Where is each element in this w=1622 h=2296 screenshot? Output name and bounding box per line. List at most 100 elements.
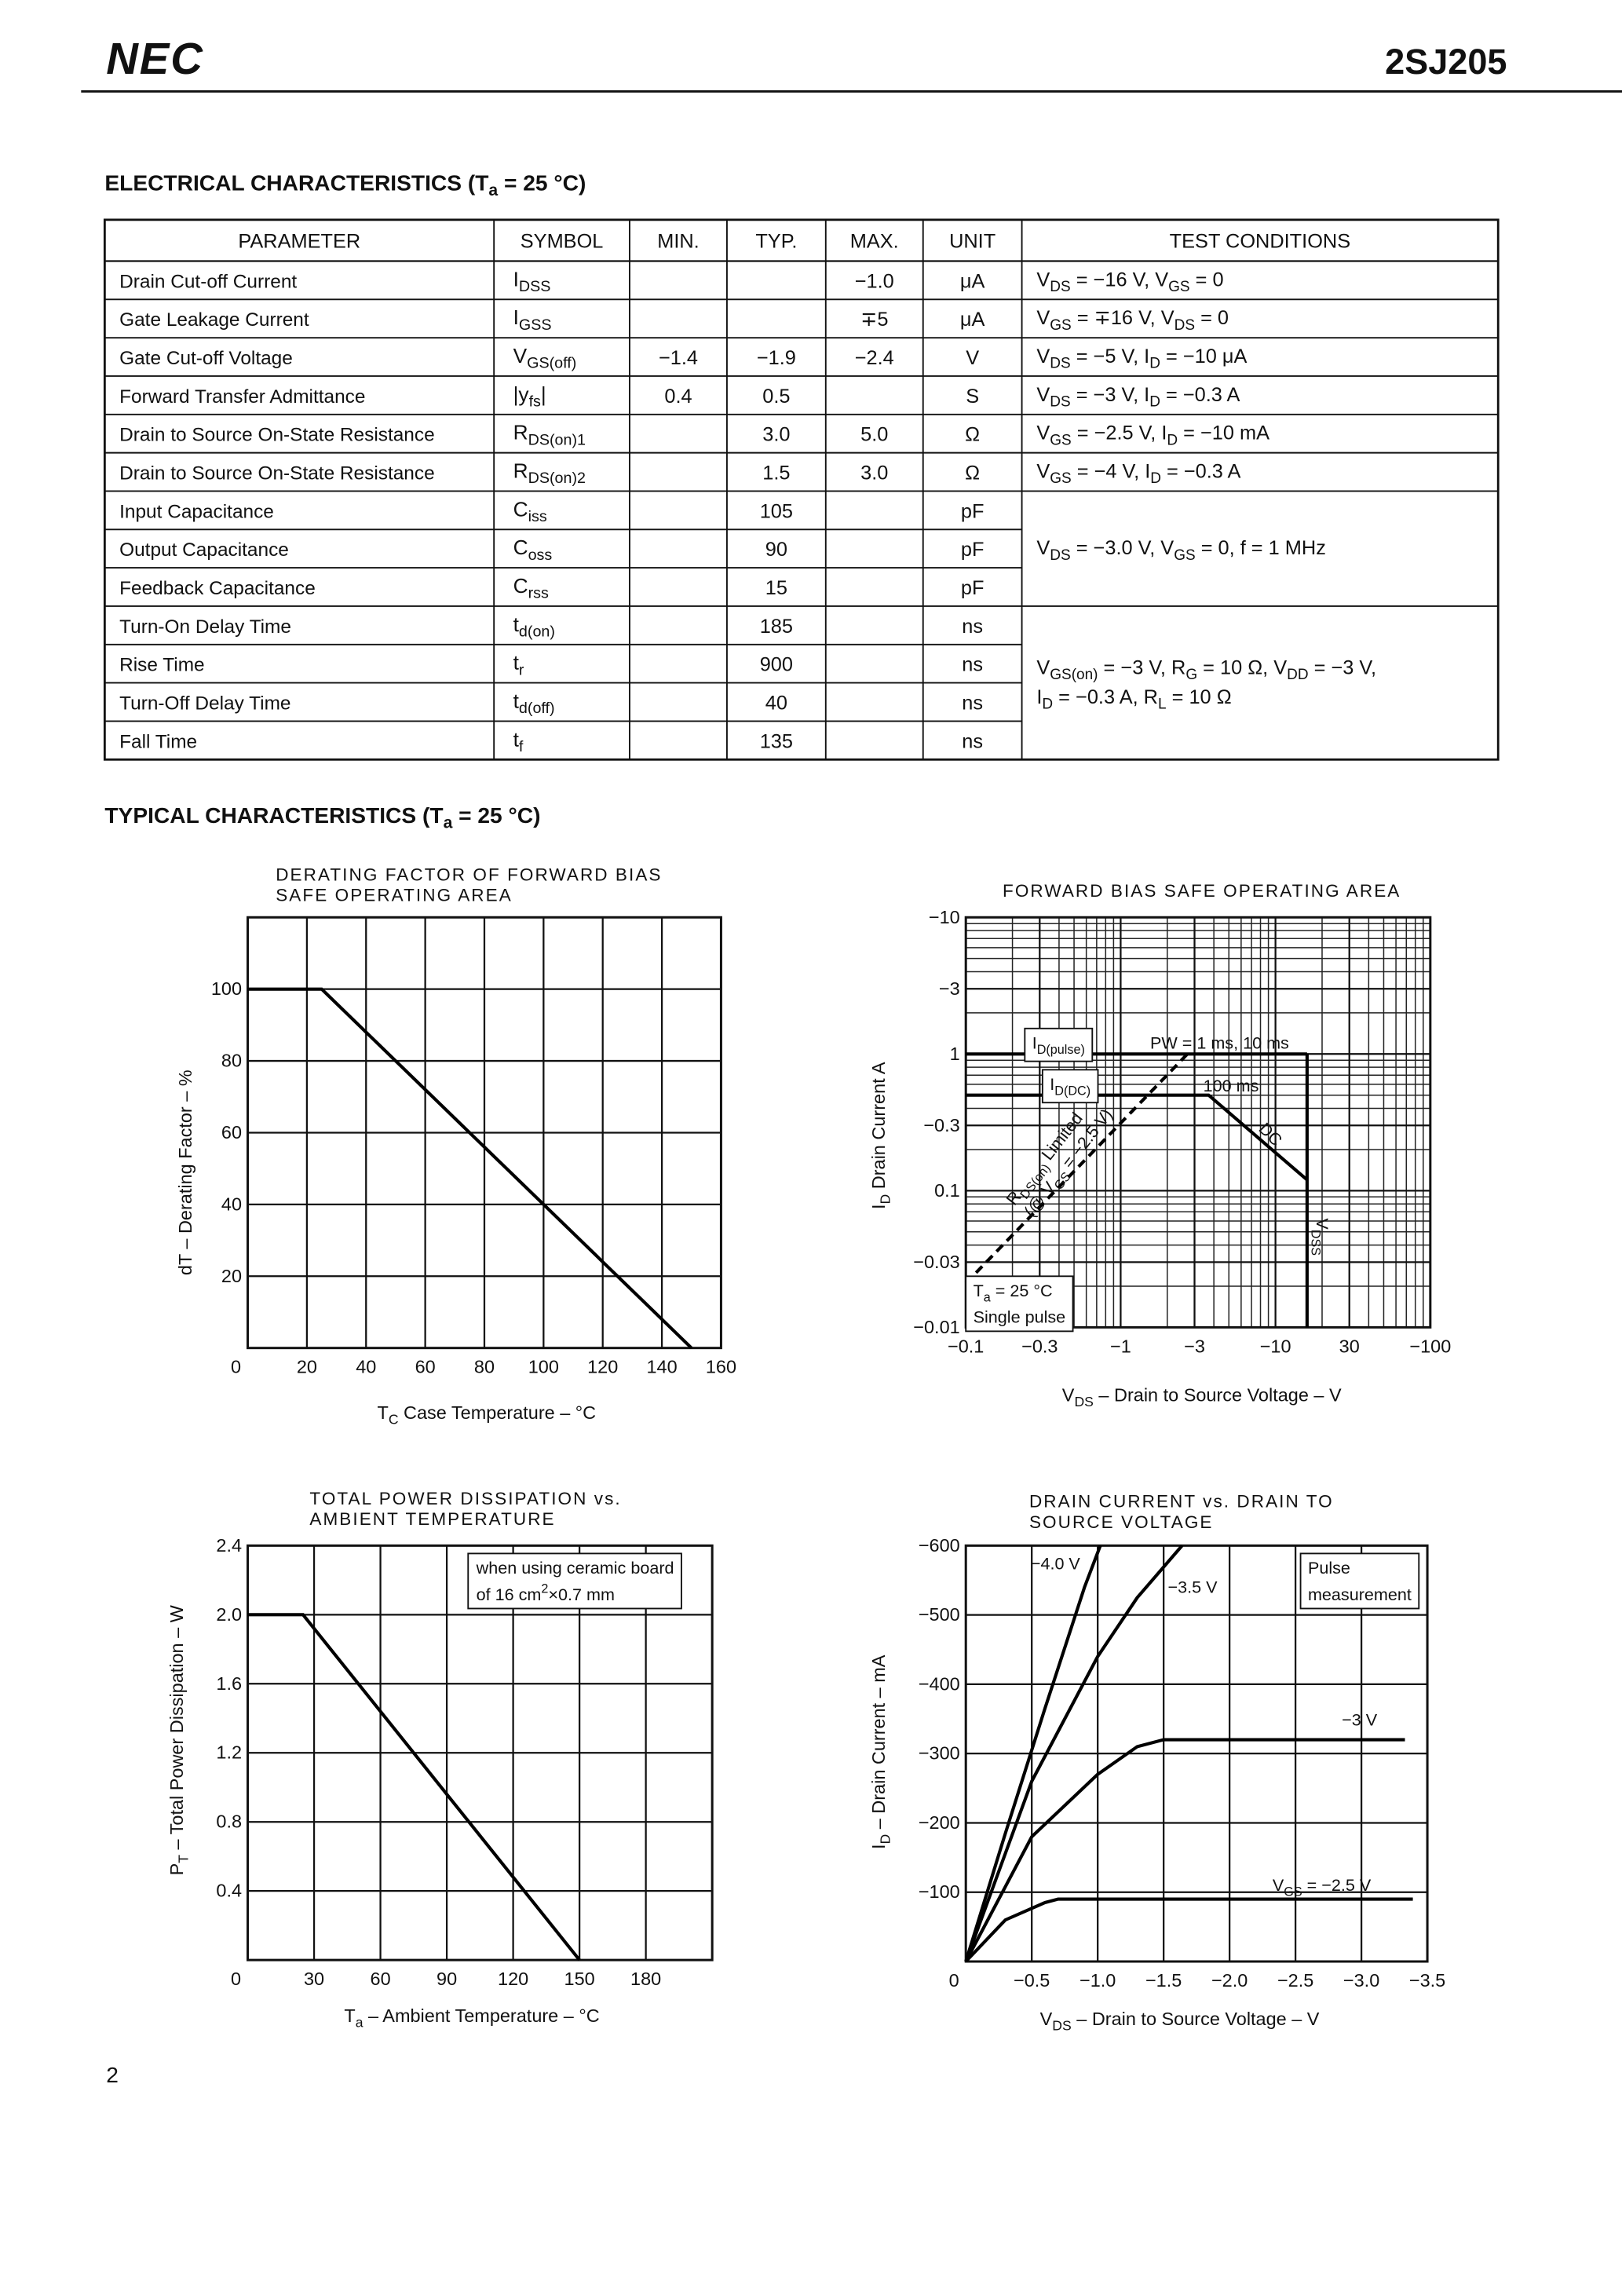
cell-unit: V: [966, 347, 979, 369]
x-tick-label: −3.5: [1409, 1970, 1445, 1991]
subscript: GS: [1168, 279, 1189, 295]
text-run: V: [1036, 461, 1050, 483]
y-tick-label: −0.3: [923, 1115, 959, 1135]
subscript: DSS: [519, 278, 551, 295]
text-run: C: [513, 497, 528, 521]
parameter: Turn-Off Delay Time: [119, 693, 290, 714]
text-run: I: [868, 1844, 889, 1850]
cell-typ: 0.5: [762, 386, 790, 408]
test-condition: ID = −0.3 A, RL = 10 Ω: [1036, 686, 1231, 713]
cell-max: −2.4: [855, 347, 894, 369]
x-tick-label: 40: [356, 1357, 376, 1377]
parameter: Drain to Source On-State Resistance: [119, 462, 435, 484]
y-tick-label: −3: [939, 978, 960, 999]
annotation: measurement: [1308, 1585, 1412, 1604]
y-tick-label: 2.4: [216, 1535, 242, 1556]
test-condition: VGS = ∓16 V, VDS = 0: [1036, 307, 1229, 334]
plot-frame: [247, 916, 722, 1350]
x-tick-label: 0: [231, 1357, 241, 1377]
x-tick-label: 60: [371, 1969, 391, 1989]
subscript: D(DC): [1054, 1084, 1090, 1099]
text-run: ×0.7 mm: [548, 1585, 615, 1604]
x-tick-label: −0.5: [1014, 1970, 1050, 1991]
y-tick-label: −600: [919, 1535, 960, 1556]
subscript: d(on): [519, 623, 555, 640]
y-axis-label: PT – Total Power Dissipation – W: [166, 1604, 192, 1875]
symbol: Crss: [513, 574, 549, 602]
subscript: DS: [1052, 2017, 1071, 2033]
annotation: when using ceramic board: [476, 1558, 674, 1578]
cell-unit: μA: [960, 309, 985, 331]
symbol: td(on): [513, 612, 555, 641]
text-run: I: [868, 1204, 889, 1209]
subscript: T: [175, 1855, 191, 1863]
annotation: Single pulse: [974, 1307, 1066, 1327]
text-run: DC: [1255, 1119, 1287, 1150]
subscript: DS(on)1: [528, 431, 586, 448]
text-run: −3 V: [1342, 1709, 1378, 1729]
subscript: DD: [1287, 667, 1308, 683]
y-tick-label: −10: [929, 907, 960, 927]
test-condition: VDS = −3.0 V, VGS = 0, f = 1 MHz: [1036, 537, 1326, 564]
x-tick-label: 30: [1339, 1336, 1360, 1356]
x-tick-label: −1: [1110, 1336, 1131, 1356]
parameter: Gate Cut-off Voltage: [119, 348, 293, 369]
annotation-box: [1299, 1552, 1420, 1610]
subscript: a: [356, 2015, 363, 2031]
table-header: MAX.: [850, 231, 899, 253]
table-header: TEST CONDITIONS: [1170, 231, 1350, 253]
x-tick-label: 150: [564, 1969, 595, 1989]
parameter: Forward Transfer Admittance: [119, 386, 365, 408]
x-tick-label: 90: [437, 1969, 457, 1989]
x-tick-label: −1.5: [1145, 1970, 1182, 1991]
curve: [964, 1545, 1184, 1962]
subscript: DS(on)2: [528, 470, 586, 487]
y-axis-label: dT – Derating Factor – %: [175, 1069, 195, 1275]
chart-title: DERATING FACTOR OF FORWARD BIAS: [276, 865, 662, 884]
text-run: = 25 °C: [991, 1281, 1053, 1300]
y-tick-label: 2.0: [216, 1604, 242, 1625]
cell-typ: 105: [760, 500, 793, 522]
table-header: SYMBOL: [521, 231, 604, 253]
y-tick-label: 100: [211, 978, 242, 999]
subscript: L: [1158, 696, 1167, 712]
text-run: = −5 V, I: [1071, 345, 1150, 367]
text-run: = 0: [1195, 307, 1229, 329]
subscript: GS: [1284, 1885, 1302, 1899]
x-tick-label: −10: [1260, 1336, 1291, 1356]
cell-typ: 40: [765, 692, 787, 714]
text-run: V: [1036, 307, 1050, 329]
y-tick-label: −200: [919, 1812, 960, 1833]
test-condition: VDS = −3 V, ID = −0.3 A: [1036, 384, 1240, 411]
text-run: t: [513, 612, 520, 636]
annotation: VGS = −2.5 V: [1273, 1875, 1372, 1899]
text-run: PW = 1 ms, 10 ms: [1150, 1033, 1289, 1052]
text-run: ELECTRICAL CHARACTERISTICS (T: [104, 170, 488, 195]
text-run: = 10 Ω: [1167, 686, 1232, 708]
cell-max: −1.0: [855, 270, 894, 292]
text-run: – Ambient Temperature – °C: [363, 2005, 600, 2026]
text-run: = ∓16 V, V: [1072, 307, 1174, 329]
text-run: C: [513, 574, 528, 598]
table-border: [103, 218, 1500, 761]
subscript: C: [389, 1411, 399, 1427]
chart-title: AMBIENT TEMPERATURE: [309, 1509, 555, 1529]
text-run: V: [1036, 269, 1050, 291]
x-tick-label: 0: [231, 1969, 241, 1989]
x-tick-label: 100: [528, 1357, 559, 1377]
test-condition: VGS = −4 V, ID = −0.3 A: [1036, 461, 1240, 488]
subscript: f: [519, 738, 524, 755]
text-run: – Drain to Source Voltage – V: [1094, 1384, 1342, 1405]
curve: [964, 1052, 1189, 1285]
cell-unit: pF: [961, 539, 985, 561]
cell-typ: 90: [765, 539, 787, 561]
cell-typ: 15: [765, 577, 787, 599]
text-run: −3.5 V: [1168, 1577, 1218, 1596]
text-run: = −0.3 A: [1160, 384, 1240, 406]
x-tick-label: 160: [706, 1357, 736, 1377]
text-run: R: [513, 459, 528, 483]
x-tick-label: 140: [646, 1357, 677, 1377]
curve: [964, 1545, 1102, 1962]
y-tick-label: 0.4: [216, 1881, 242, 1901]
text-run: V: [513, 344, 528, 367]
